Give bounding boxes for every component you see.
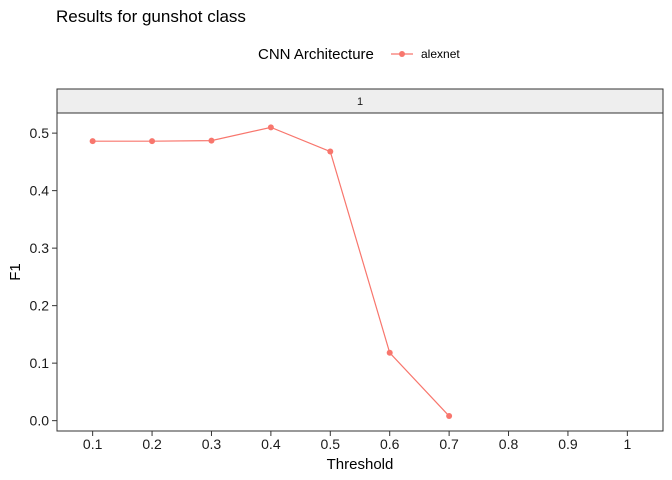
y-axis: 0.0 0.1 0.2 0.3 0.4 0.5: [30, 125, 57, 429]
panel-border: [56, 112, 664, 432]
data-point: [89, 138, 96, 145]
x-tick-label: 1: [623, 436, 631, 452]
facet-strip-label: 1: [357, 96, 363, 108]
y-tick-label: 0.4: [30, 183, 50, 199]
data-point: [208, 137, 215, 144]
y-tick-label: 0.5: [30, 125, 50, 141]
x-tick-label: 0.3: [202, 436, 222, 452]
legend-title: CNN Architecture: [258, 46, 374, 63]
x-tick-label: 0.4: [261, 436, 281, 452]
x-tick-label: 0.7: [439, 436, 459, 452]
y-tick-label: 0.0: [30, 413, 50, 429]
series-layer: [89, 124, 453, 420]
facet-strip: 1: [56, 88, 664, 114]
plot-panel: [56, 112, 664, 432]
data-point: [267, 124, 274, 131]
data-point: [386, 349, 393, 356]
y-tick-label: 0.3: [30, 240, 50, 256]
x-tick-label: 0.9: [558, 436, 578, 452]
legend-label: alexnet: [421, 47, 460, 61]
legend: CNN Architecture alexnet: [258, 46, 460, 63]
data-point: [446, 413, 453, 420]
chart-title: Results for gunshot class: [56, 7, 246, 26]
x-tick-label: 0.1: [83, 436, 103, 452]
data-point: [327, 148, 334, 155]
x-axis-title: Threshold: [327, 456, 394, 473]
y-tick-label: 0.2: [30, 298, 50, 314]
x-axis: 0.1 0.2 0.3 0.4 0.5 0.6 0.7 0.8 0.9 1: [83, 431, 631, 452]
legend-key-point: [399, 51, 405, 57]
y-tick-label: 0.1: [30, 355, 50, 371]
x-tick-label: 0.2: [142, 436, 162, 452]
y-axis-title: F1: [7, 263, 24, 281]
x-tick-label: 0.5: [321, 436, 341, 452]
x-tick-label: 0.6: [380, 436, 400, 452]
x-tick-label: 0.8: [499, 436, 519, 452]
data-point: [149, 138, 156, 145]
